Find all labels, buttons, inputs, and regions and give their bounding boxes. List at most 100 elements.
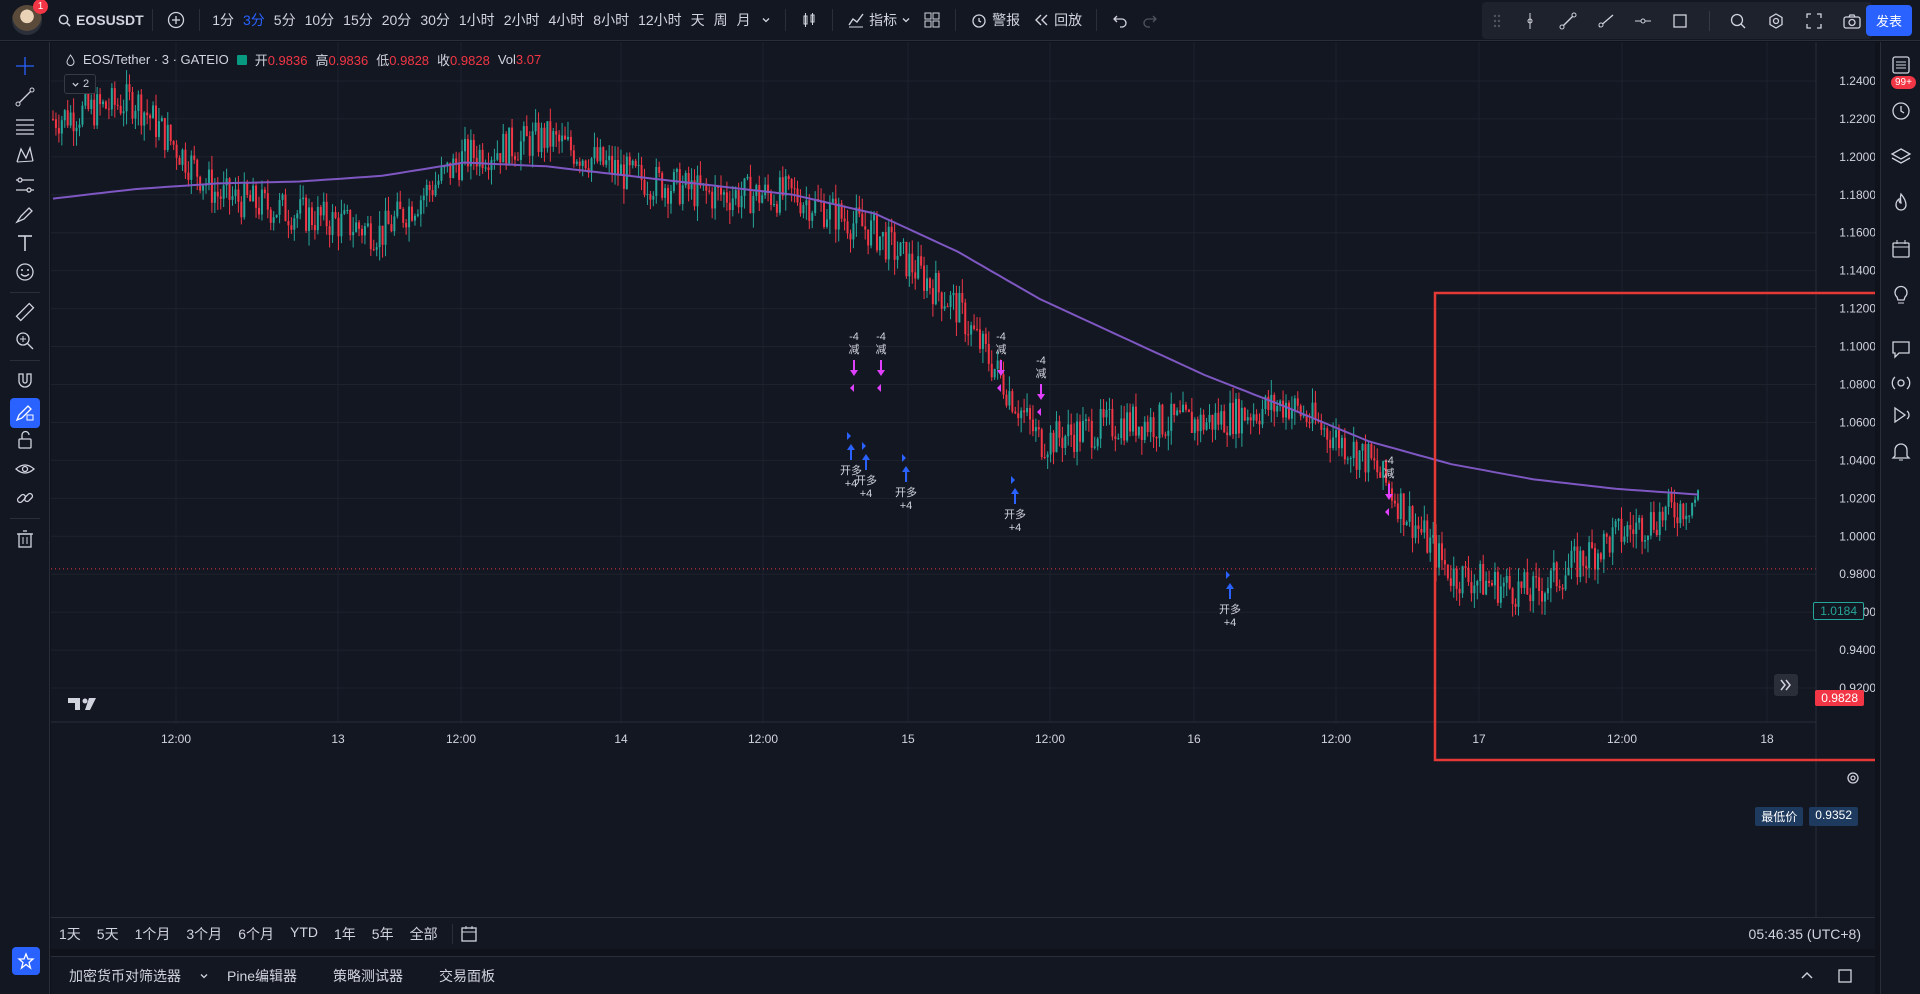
interval-11[interactable]: 12小时: [638, 12, 682, 28]
chevron-down-icon[interactable]: [199, 971, 209, 981]
trend-line-icon[interactable]: [1559, 12, 1577, 30]
range-2[interactable]: 1个月: [134, 925, 171, 942]
brush-tool[interactable]: [13, 202, 37, 226]
range-3[interactable]: 3个月: [186, 925, 223, 942]
text-tool[interactable]: [13, 231, 37, 255]
pattern-tool[interactable]: [13, 143, 37, 167]
chart-pane[interactable]: -4 减 -4 减 -4 减 -4 减 -4 减开多 +4 开多 +4 开多 +4 开多 +4 开多 +4 1.24…: [51, 42, 1920, 917]
range-8[interactable]: 全部: [409, 925, 438, 942]
reduce-marker[interactable]: -4减: [849, 331, 860, 392]
range-5[interactable]: YTD: [289, 923, 318, 940]
interval-7[interactable]: 1小时: [458, 12, 495, 28]
interval-10[interactable]: 8小时: [593, 12, 630, 28]
bottom-tab-3[interactable]: 交易面板: [439, 967, 496, 984]
symbol-search[interactable]: EOSUSDT: [58, 12, 144, 28]
ray-icon[interactable]: [1596, 12, 1614, 30]
open-long-marker[interactable]: 开多+4: [1219, 571, 1241, 629]
layers-icon[interactable]: [1890, 146, 1912, 168]
time-axis[interactable]: 12:00 13 12:00 14 12:00 15 12:00 16 12:00 17 12:00…: [51, 721, 1816, 746]
horizontal-line-icon[interactable]: [1634, 12, 1652, 30]
fib-tool[interactable]: [13, 114, 37, 138]
interval-6[interactable]: 30分: [420, 12, 450, 28]
symbol-title[interactable]: EOS/Tether · 3 · GATEIO: [83, 52, 229, 67]
chat-icon[interactable]: [1890, 338, 1912, 360]
chevron-up-icon[interactable]: [1799, 968, 1815, 984]
measure-tool[interactable]: [13, 300, 37, 324]
chart-type-button[interactable]: [794, 5, 824, 35]
forecast-tool[interactable]: [13, 173, 37, 197]
open-long-marker[interactable]: 开多+4: [855, 442, 877, 500]
interval-12[interactable]: 天: [690, 12, 705, 28]
streams-icon[interactable]: [1890, 372, 1912, 394]
axis-settings-icon[interactable]: [1847, 772, 1859, 784]
trend-line-tool[interactable]: [13, 85, 37, 109]
emoji-tool[interactable]: [13, 260, 37, 284]
reduce-marker[interactable]: -4减: [876, 331, 887, 392]
watchlist-star-button[interactable]: [12, 947, 40, 975]
interval-1[interactable]: 3分: [242, 12, 265, 28]
bottom-tab-2[interactable]: 策略测试器: [333, 967, 404, 984]
undo-button[interactable]: [1105, 5, 1135, 35]
interval-4[interactable]: 15分: [343, 12, 373, 28]
notifications-bell-icon[interactable]: [1890, 440, 1912, 462]
settings-icon[interactable]: [1767, 12, 1785, 30]
open-long-marker[interactable]: 开多+4: [895, 454, 917, 512]
calendar-icon[interactable]: [1890, 238, 1912, 260]
range-7[interactable]: 5年: [371, 925, 394, 942]
magnet-tool[interactable]: [13, 369, 37, 393]
interval-5[interactable]: 20分: [381, 12, 412, 28]
lock-tool[interactable]: [13, 428, 37, 452]
quick-search-icon[interactable]: [1729, 12, 1747, 30]
legend-collapse-button[interactable]: 2: [64, 74, 96, 94]
range-0[interactable]: 1天: [59, 925, 81, 942]
zoom-tool[interactable]: [13, 329, 37, 353]
avatar[interactable]: 1: [12, 0, 48, 35]
bottom-tab-0[interactable]: 加密货币对筛选器: [69, 967, 181, 984]
timezone-clock[interactable]: 05:46:35 (UTC+8): [1748, 925, 1861, 942]
replay-button[interactable]: 回放: [1026, 5, 1088, 35]
interval-9[interactable]: 4小时: [548, 12, 585, 28]
link-tool[interactable]: [13, 486, 37, 510]
range-1[interactable]: 5天: [96, 925, 119, 942]
remove-drawings-tool[interactable]: [13, 527, 37, 551]
reduce-marker[interactable]: -4减: [996, 331, 1007, 392]
alerts-clock-icon[interactable]: [1890, 100, 1912, 122]
camera-icon[interactable]: [1842, 12, 1862, 30]
stay-in-drawing-mode-tool[interactable]: [10, 398, 40, 428]
vertical-line-icon[interactable]: [1521, 12, 1539, 30]
indicators-button[interactable]: 指标: [841, 5, 917, 35]
reduce-marker[interactable]: -4减: [1384, 455, 1395, 516]
compare-symbol-button[interactable]: [161, 5, 191, 35]
interval-dropdown-button[interactable]: [755, 5, 777, 35]
interval-2[interactable]: 5分: [273, 12, 296, 28]
fullscreen-icon[interactable]: [1805, 12, 1823, 30]
broadcast-play-icon[interactable]: [1890, 404, 1912, 426]
open-long-marker[interactable]: 开多+4: [1004, 476, 1026, 534]
range-4[interactable]: 6个月: [238, 925, 274, 942]
interval-3[interactable]: 10分: [304, 12, 335, 28]
interval-14[interactable]: 月: [736, 12, 751, 28]
maximize-icon[interactable]: [1837, 968, 1853, 984]
range-6[interactable]: 1年: [333, 925, 356, 942]
watchlist-icon[interactable]: [1890, 54, 1912, 76]
interval-8[interactable]: 2小时: [503, 12, 540, 28]
ideas-bulb-icon[interactable]: [1890, 284, 1912, 306]
drag-handle-icon[interactable]: [1492, 13, 1502, 29]
price-axis[interactable]: 1.2400 1.2200 1.2000 1.1800 1.1600 1.1400 1.12…: [1815, 42, 1876, 917]
goto-date-icon[interactable]: [459, 924, 479, 944]
rectangle-icon[interactable]: [1671, 12, 1689, 30]
scroll-to-realtime-button[interactable]: [1774, 674, 1798, 696]
bottom-tab-1[interactable]: Pine编辑器: [227, 967, 298, 984]
alert-button[interactable]: 警报: [964, 5, 1026, 35]
crosshair-tool[interactable]: [13, 54, 37, 78]
layouts-button[interactable]: [917, 5, 947, 35]
publish-button[interactable]: 发表: [1865, 5, 1912, 36]
interval-13[interactable]: 周: [713, 12, 728, 28]
hide-tool[interactable]: [13, 457, 37, 481]
open-long-marker[interactable]: 开多+4: [840, 432, 862, 490]
interval-0[interactable]: 1分: [212, 12, 234, 28]
reduce-marker[interactable]: -4减: [1036, 355, 1047, 416]
redo-button[interactable]: [1135, 5, 1165, 35]
hotlist-fire-icon[interactable]: [1890, 192, 1912, 214]
